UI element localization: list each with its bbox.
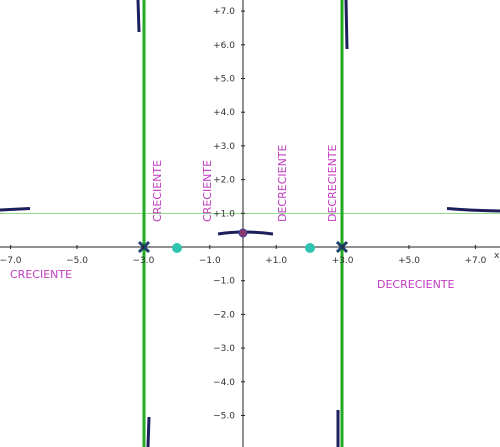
curve-piece [344,0,349,50]
y-tick-label: −3.0 [213,344,235,354]
curve-piece [146,416,151,447]
annotation: CRECIENTE [151,160,164,222]
annotation: CRECIENTE [10,268,72,281]
y-tick-label: −4.0 [213,378,235,388]
point [238,228,248,238]
y-tick-label: −1.0 [213,277,235,287]
curve-piece [446,207,500,213]
y-tick-label: +3.0 [213,142,235,152]
y-tick-label: +6.0 [213,41,235,51]
cross-marker [137,240,151,254]
curve-piece [136,0,141,33]
x-tick-label: −7.0 [0,256,22,266]
y-tick-label: +1.0 [213,209,235,219]
x-tick-label: +7.0 [464,256,486,266]
x-tick-label: +1.0 [265,256,287,266]
annotation: DECRECIENTE [276,144,289,222]
annotation: CRECIENTE [201,160,214,222]
y-tick-label: −2.0 [213,310,235,320]
asymptote-zero-markers [137,240,349,254]
y-tick-label: +4.0 [213,108,235,118]
cross-marker [335,240,349,254]
x-tick-label: −5.0 [66,256,88,266]
x-tick-label: −3.0 [132,256,154,266]
y-tick-label: +5.0 [213,75,235,85]
point [305,243,315,253]
y-tick-label: +2.0 [213,176,235,186]
x-tick-label: +3.0 [332,256,354,266]
annotation: DECRECIENTE [326,144,339,222]
y-tick-label: +7.0 [213,7,235,17]
annotation: DECRECIENTE [377,278,455,291]
x-axis-label: x [494,251,500,261]
point [172,243,182,253]
x-tick-label: −1.0 [199,256,221,266]
curve-piece [0,207,31,212]
y-tick-label: −5.0 [213,412,235,422]
x-tick-label: +5.0 [398,256,420,266]
